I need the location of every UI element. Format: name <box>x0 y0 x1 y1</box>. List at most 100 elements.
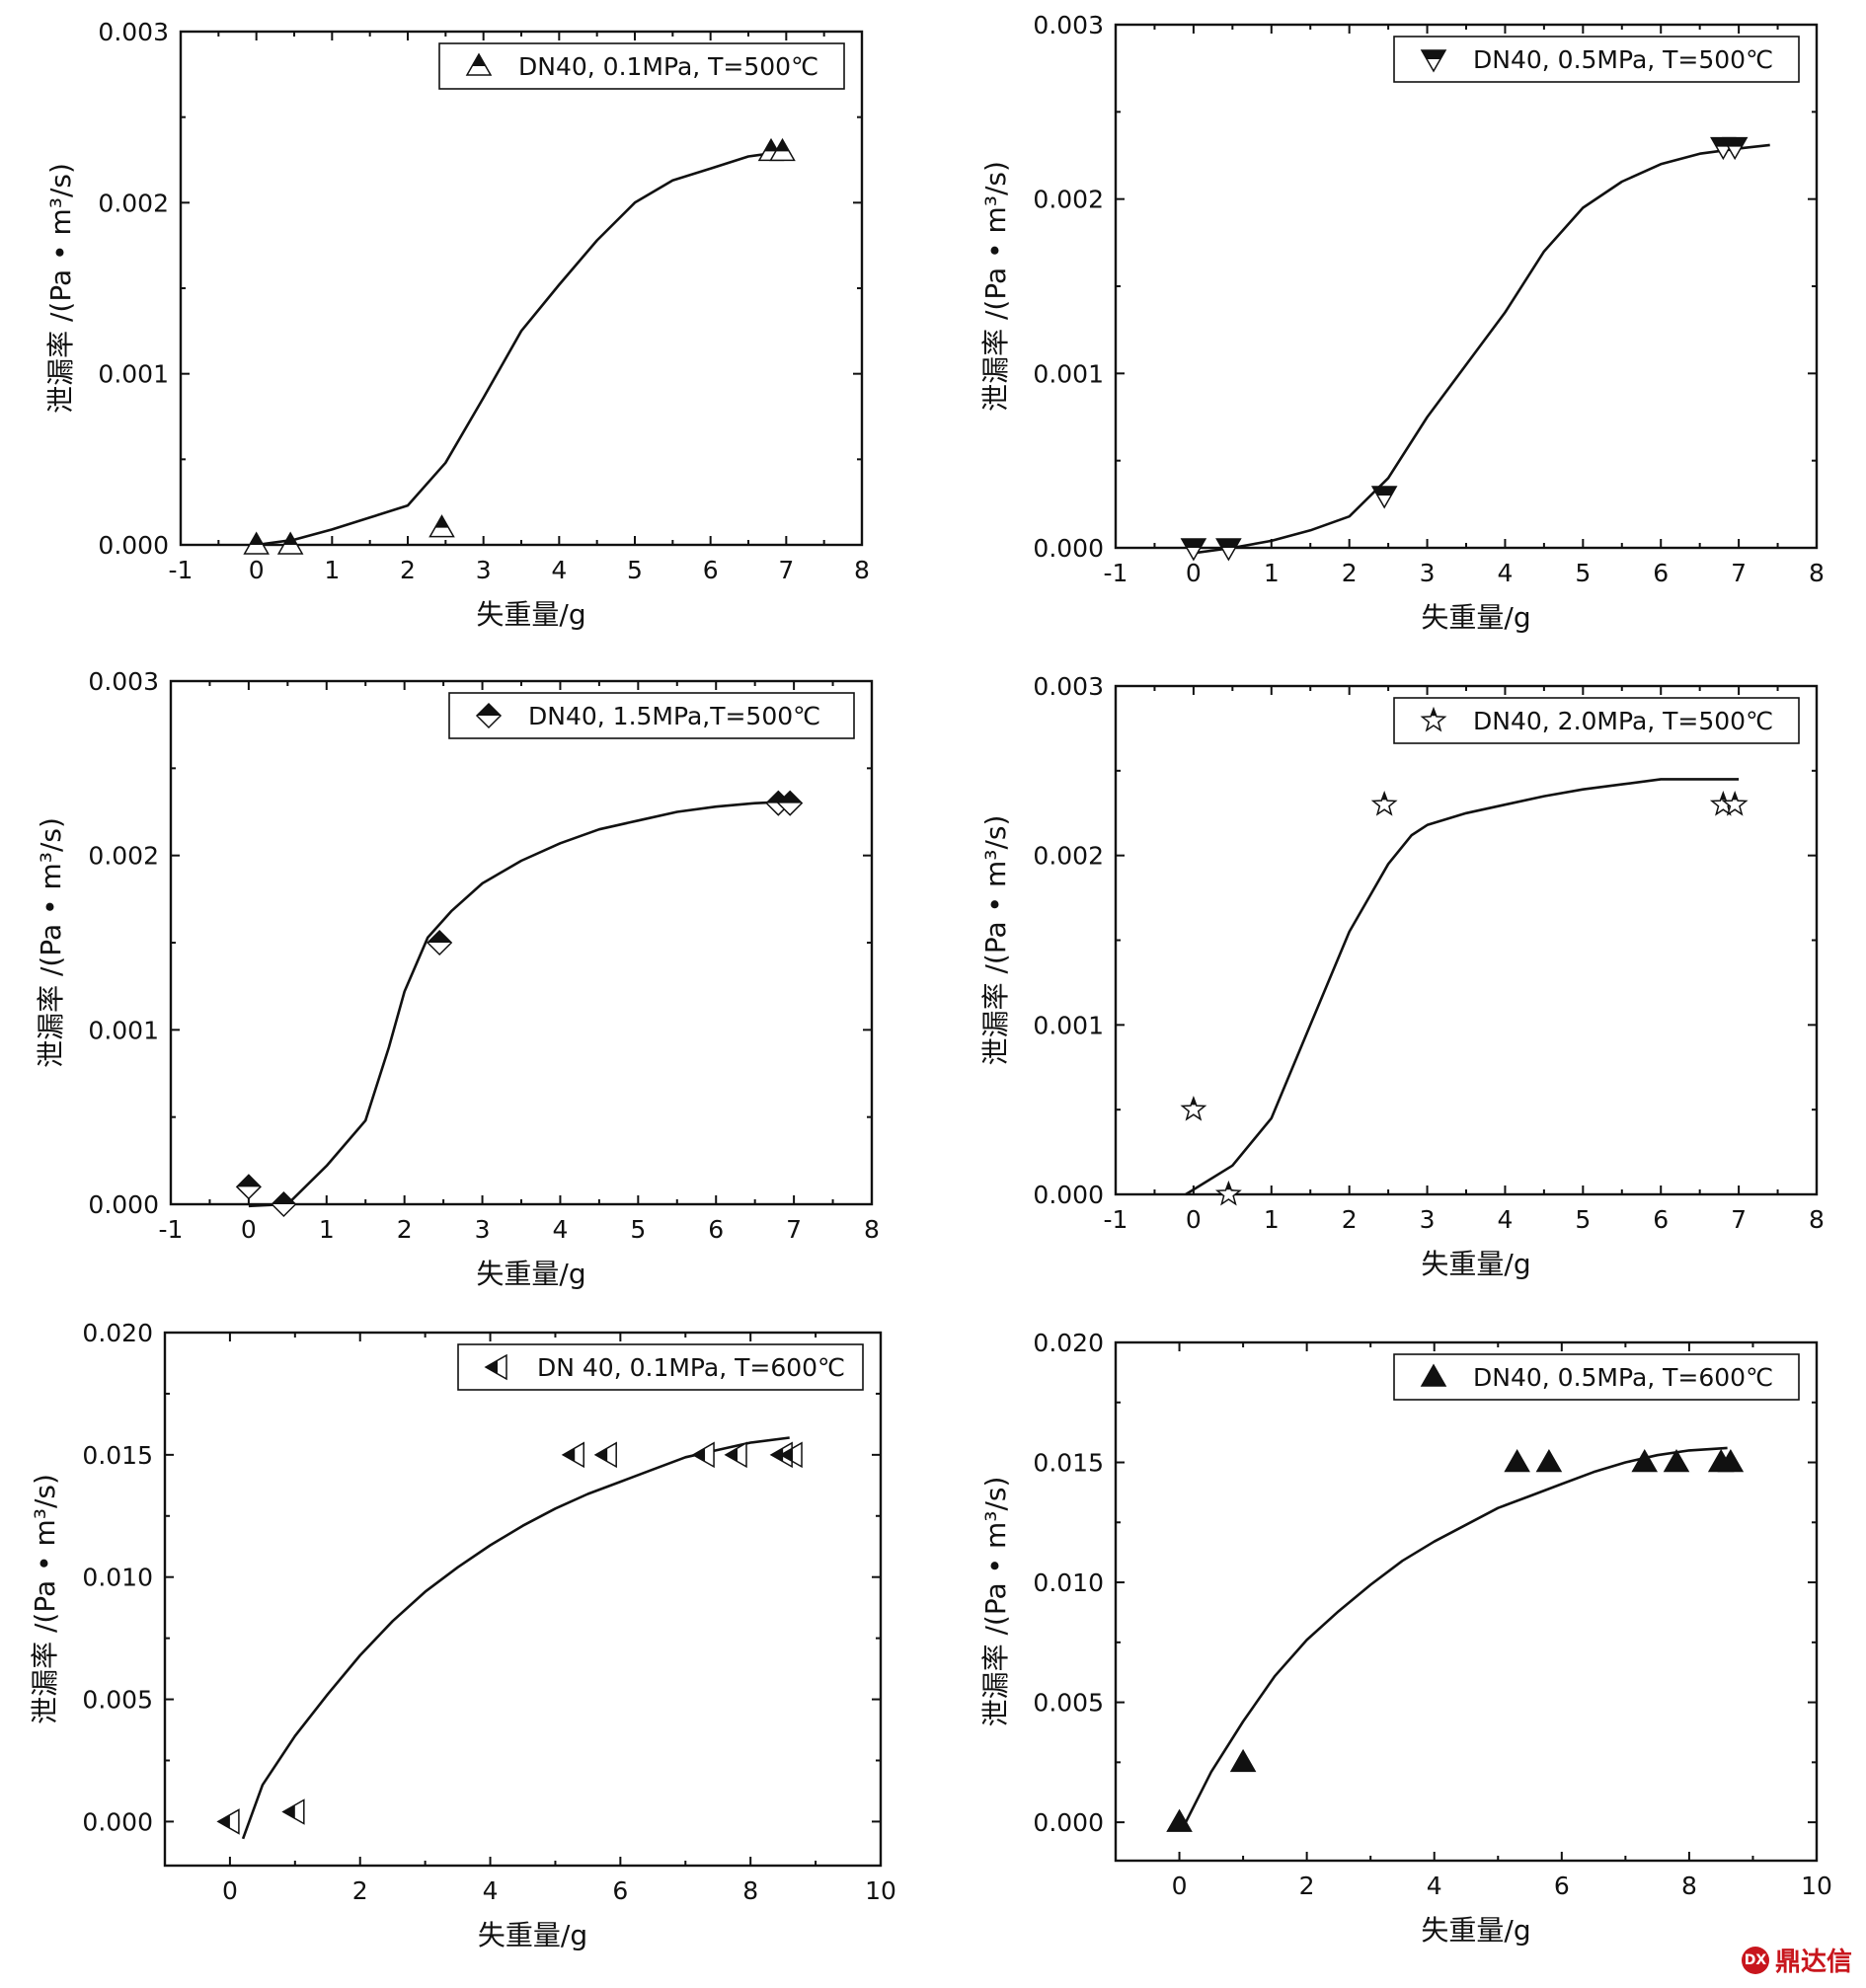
legend: DN40, 0.5MPa, T=600℃ <box>1393 1353 1800 1401</box>
x-tick-label: 6 <box>703 556 719 584</box>
data-point <box>276 531 304 555</box>
y-tick-label: 0.001 <box>1033 359 1104 388</box>
y-tick-label: 0.003 <box>88 667 159 696</box>
y-tick-label: 0.003 <box>1033 11 1104 39</box>
data-point <box>1721 136 1749 161</box>
plot-frame <box>163 1331 883 1868</box>
chart-panel-5: 0 2 4 6 8 10 0.000 0.005 0.010 0.015 0.020 失重量/g 泄漏率… <box>29 1319 896 1951</box>
legend-marker <box>484 1353 507 1381</box>
x-tick-label: 5 <box>1575 1205 1591 1234</box>
legend-box <box>1393 697 1800 744</box>
data-point <box>271 1190 297 1218</box>
x-tick-label: 0 <box>1186 1205 1202 1234</box>
data-point <box>1663 1449 1690 1473</box>
legend-box <box>438 42 845 90</box>
data-point <box>235 1174 262 1200</box>
x-tick-label: -1 <box>1104 559 1128 587</box>
chart-panel-6: 0 2 4 6 8 10 0.000 0.005 0.010 0.015 0.020 失重量/g 泄漏率… <box>979 1329 1832 1947</box>
x-tick-label: 10 <box>865 1876 896 1905</box>
y-axis-label: 泄漏率 /(Pa • m³/s) <box>44 163 77 414</box>
y-tick-label: 0.010 <box>82 1564 153 1592</box>
x-tick-label: -1 <box>159 1215 184 1244</box>
y-tick-label: 0.005 <box>1033 1689 1104 1718</box>
x-tick-label: 4 <box>552 1215 568 1244</box>
legend-marker <box>1420 706 1447 732</box>
y-tick-label: 0.015 <box>82 1441 153 1470</box>
y-tick-label: 0.000 <box>1033 1808 1104 1837</box>
legend: DN40, 0.1MPa, T=500℃ <box>438 42 845 90</box>
x-tick-label: -1 <box>1104 1205 1128 1234</box>
data-point <box>691 1441 715 1469</box>
y-tick-label: 0.005 <box>82 1686 153 1715</box>
data-point <box>1215 538 1242 562</box>
data-point <box>1721 791 1749 816</box>
y-tick-label: 0.001 <box>88 1016 159 1044</box>
legend-marker <box>475 702 503 729</box>
x-tick-label: 8 <box>854 556 870 584</box>
x-tick-label: 6 <box>708 1215 724 1244</box>
x-tick-label: 7 <box>1731 1205 1747 1234</box>
x-tick-label: 2 <box>352 1876 368 1905</box>
fit-curve <box>248 800 795 1208</box>
x-tick-label: 4 <box>1497 1205 1513 1234</box>
x-tick-label: 4 <box>483 1876 499 1905</box>
legend: DN 40, 0.1MPa, T=600℃ <box>457 1343 864 1391</box>
fit-curve <box>1193 143 1770 555</box>
legend-box <box>1393 36 1800 83</box>
fit-curve <box>241 1436 790 1840</box>
x-tick-label: 7 <box>1731 559 1747 587</box>
x-tick-label: 4 <box>551 556 567 584</box>
watermark: DX 鼎达信 <box>1741 1942 1852 1978</box>
plot-frame <box>1114 1340 1819 1863</box>
x-tick-label: 8 <box>1809 559 1825 587</box>
y-tick-label: 0.000 <box>88 1190 159 1219</box>
y-tick-label: 0.000 <box>82 1807 153 1836</box>
legend-marker <box>1420 1363 1447 1387</box>
fit-curve <box>256 150 787 547</box>
x-tick-label: 2 <box>1299 1872 1315 1900</box>
x-axis-label: 失重量/g <box>476 598 585 631</box>
y-axis-label: 泄漏率 /(Pa • m³/s) <box>29 1474 61 1724</box>
chart-panel-3: -1 0 1 2 3 4 5 6 7 8 0.000 0.001 0.002 0.003 失重量/g 泄漏率 … <box>35 667 880 1290</box>
chart-panel-4: -1 0 1 2 3 4 5 6 7 8 0.000 0.001 0.002 0.003 失重量/g 泄漏率 … <box>979 672 1825 1280</box>
y-tick-label: 0.003 <box>98 18 169 46</box>
legend: DN40, 0.5MPa, T=500℃ <box>1393 36 1800 83</box>
x-axis-label: 失重量/g <box>478 1919 587 1951</box>
x-tick-label: 5 <box>1575 559 1591 587</box>
legend-label: DN 40, 0.1MPa, T=600℃ <box>537 1353 845 1382</box>
data-point <box>1166 1808 1193 1832</box>
x-tick-label: 8 <box>864 1215 880 1244</box>
y-axis-label: 泄漏率 /(Pa • m³/s) <box>35 817 67 1068</box>
y-tick-label: 0.010 <box>1033 1568 1104 1597</box>
legend-label: DN40, 0.5MPa, T=500℃ <box>1473 45 1773 74</box>
legend: DN40, 2.0MPa, T=500℃ <box>1393 697 1800 744</box>
data-point <box>1180 1096 1207 1121</box>
x-tick-label: 1 <box>319 1215 335 1244</box>
x-tick-label: 2 <box>1342 1205 1358 1234</box>
x-tick-label: 8 <box>1681 1872 1697 1900</box>
x-tick-label: 6 <box>1653 559 1669 587</box>
x-axis-label: 失重量/g <box>1421 601 1530 634</box>
y-tick-label: 0.000 <box>1033 534 1104 563</box>
plot-frame <box>1114 684 1819 1196</box>
data-point <box>1229 1748 1257 1773</box>
fit-curve <box>1185 778 1740 1196</box>
data-point <box>769 137 796 162</box>
x-tick-label: 7 <box>786 1215 802 1244</box>
data-point <box>1370 791 1398 816</box>
x-axis-label: 失重量/g <box>1421 1914 1530 1947</box>
plot-frame <box>169 679 874 1206</box>
legend-box <box>1393 1353 1800 1401</box>
data-point <box>1535 1449 1563 1473</box>
x-tick-label: 2 <box>1342 559 1358 587</box>
y-tick-label: 0.001 <box>98 360 169 389</box>
x-tick-label: 6 <box>1653 1205 1669 1234</box>
y-tick-label: 0.002 <box>1033 842 1104 871</box>
y-tick-label: 0.001 <box>1033 1011 1104 1039</box>
x-tick-label: 0 <box>1186 559 1202 587</box>
data-point <box>1504 1449 1530 1473</box>
watermark-seal-icon: DX <box>1741 1946 1769 1974</box>
x-tick-label: 7 <box>778 556 794 584</box>
y-tick-label: 0.002 <box>1033 186 1104 214</box>
